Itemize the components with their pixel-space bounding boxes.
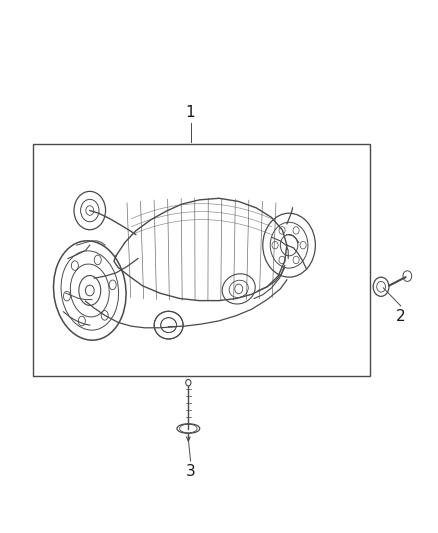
Text: 3: 3 (186, 464, 195, 479)
Text: 1: 1 (186, 105, 195, 120)
Text: 2: 2 (396, 309, 406, 324)
Bar (33, 144, 370, 376)
